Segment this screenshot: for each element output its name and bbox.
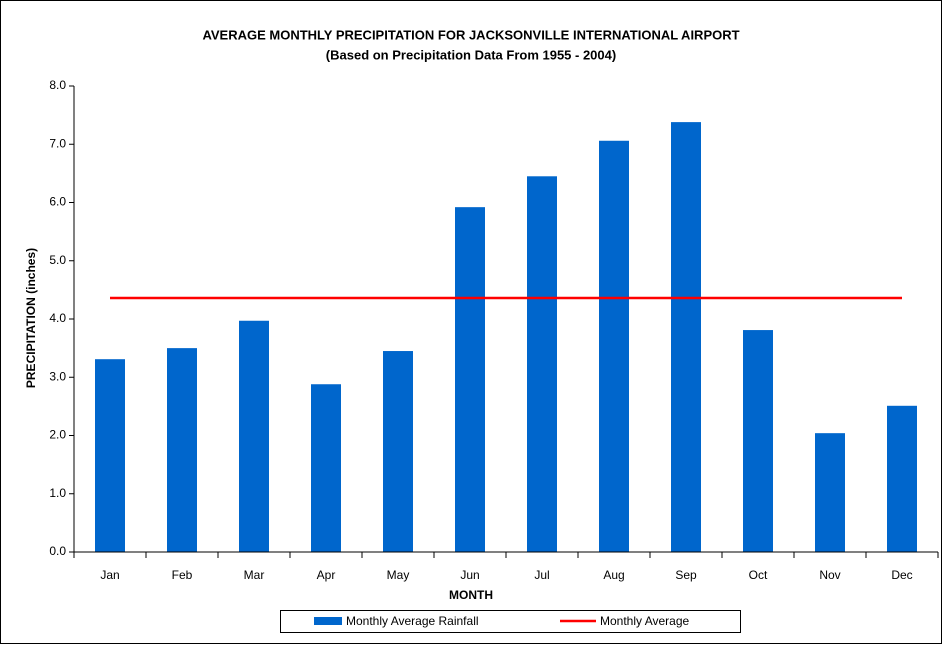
- x-tick-label: Mar: [244, 568, 265, 582]
- bar: [383, 351, 413, 552]
- legend-label: Monthly Average Rainfall: [346, 614, 479, 628]
- bar: [743, 330, 773, 552]
- x-tick-label: Oct: [749, 568, 768, 582]
- legend-label: Monthly Average: [600, 614, 689, 628]
- bar: [671, 122, 701, 553]
- y-tick-label: 0.0: [49, 544, 66, 558]
- bar: [887, 405, 917, 552]
- x-tick-label: Jan: [100, 568, 119, 582]
- bar: [239, 320, 269, 552]
- y-axis-label: PRECIPITATION (inches): [24, 248, 38, 388]
- x-axis-label: MONTH: [449, 588, 493, 602]
- bar: [95, 359, 125, 552]
- x-tick-label: Jul: [534, 568, 549, 582]
- x-tick-label: Dec: [891, 568, 912, 582]
- y-tick-label: 5.0: [49, 253, 66, 267]
- x-tick-label: Jun: [460, 568, 479, 582]
- y-tick-label: 1.0: [49, 486, 66, 500]
- y-tick-label: 6.0: [49, 195, 66, 209]
- y-tick-label: 4.0: [49, 311, 66, 325]
- legend-box: [280, 610, 741, 633]
- x-tick-label: Sep: [675, 568, 697, 582]
- bar: [311, 384, 341, 552]
- chart-subtitle: (Based on Precipitation Data From 1955 -…: [326, 47, 616, 62]
- x-tick-label: Apr: [317, 568, 336, 582]
- bar: [527, 176, 557, 552]
- x-tick-label: Feb: [172, 568, 193, 582]
- bar: [599, 140, 629, 552]
- y-tick-label: 7.0: [49, 136, 66, 150]
- bar: [815, 433, 845, 552]
- y-tick-label: 3.0: [49, 369, 66, 383]
- bar: [167, 348, 197, 552]
- x-tick-label: May: [387, 568, 410, 582]
- y-tick-label: 8.0: [49, 78, 66, 92]
- y-tick-label: 2.0: [49, 428, 66, 442]
- x-tick-label: Nov: [819, 568, 840, 582]
- x-tick-label: Aug: [603, 568, 624, 582]
- legend-swatch: [314, 617, 342, 625]
- chart-title: AVERAGE MONTHLY PRECIPITATION FOR JACKSO…: [202, 27, 739, 42]
- bar: [455, 207, 485, 552]
